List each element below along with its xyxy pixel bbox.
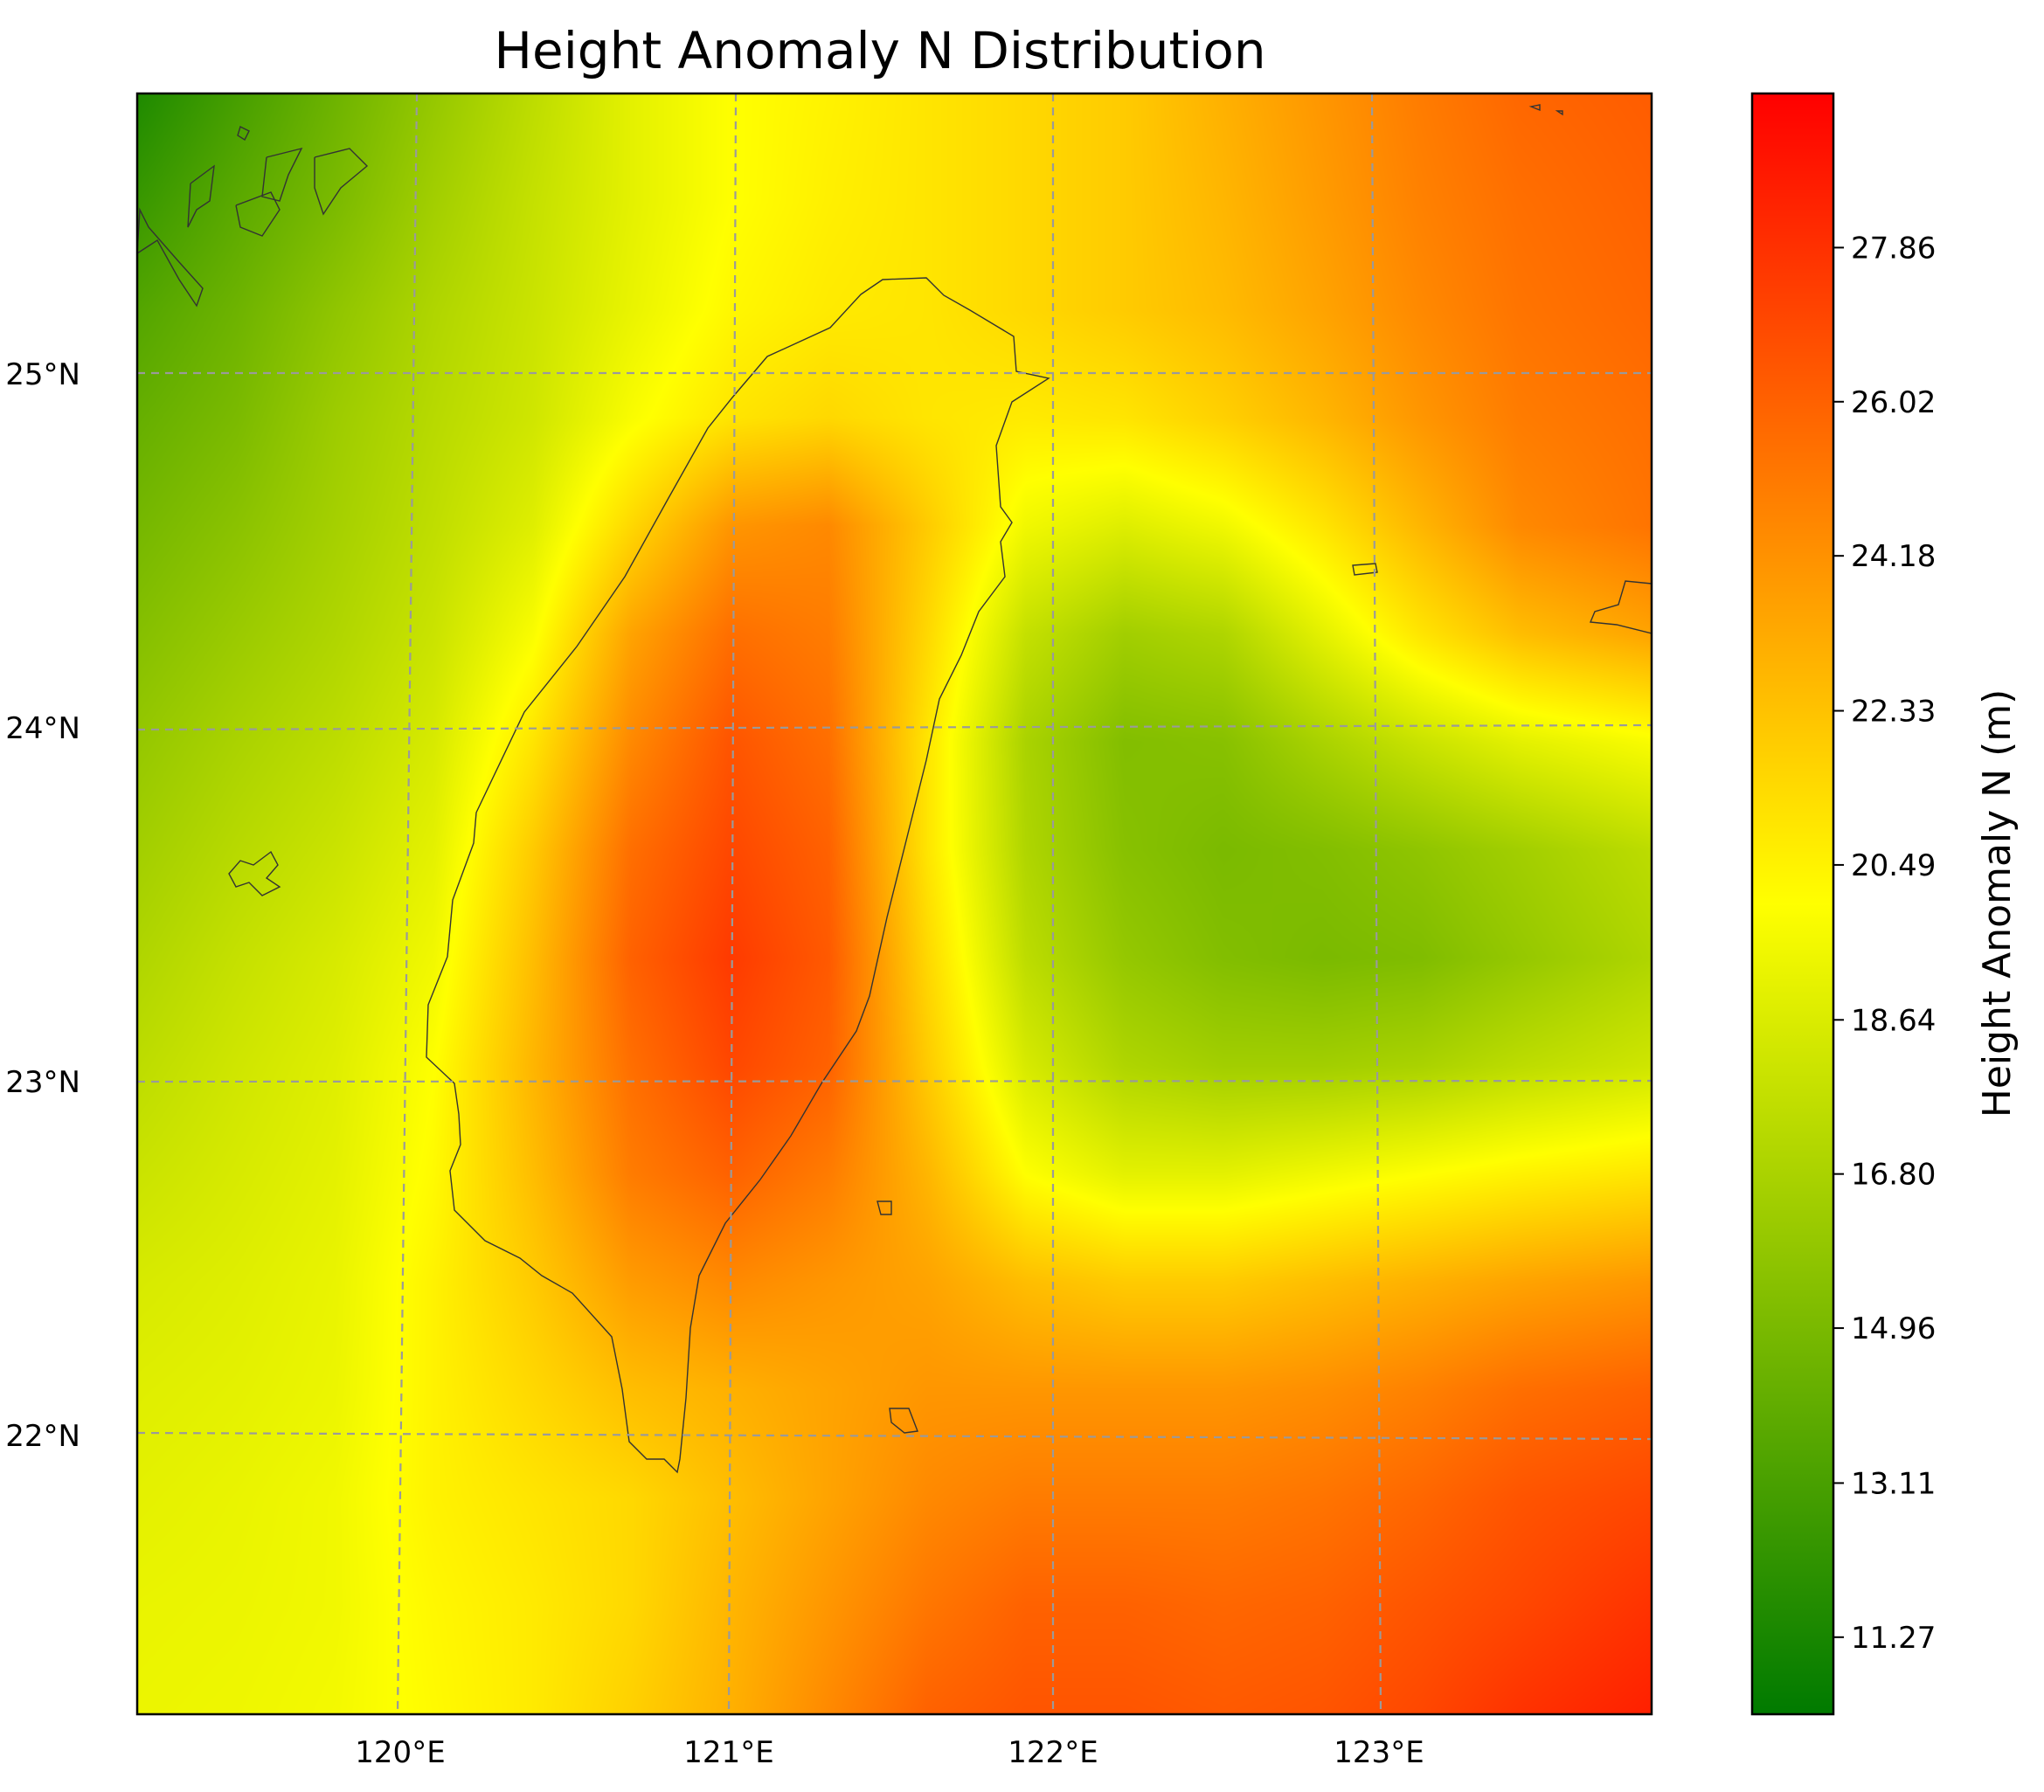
parallel-22 — [137, 1431, 1652, 1441]
lat-tick-labels: 25°N 24°N 23°N 22°N — [5, 357, 80, 1454]
lat-tick-25: 25°N — [5, 357, 80, 392]
colorbar-tick-label: 27.86 — [1851, 231, 1936, 266]
lat-tick-23: 23°N — [5, 1065, 80, 1100]
meridian-121 — [727, 93, 738, 1714]
parallel-23 — [137, 1079, 1652, 1083]
orchid-island — [889, 1408, 918, 1434]
coastlines — [137, 104, 1652, 1474]
green-island — [876, 1200, 892, 1215]
colorbar-tick-label: 20.49 — [1851, 848, 1936, 883]
colorbar-tick-label: 13.11 — [1851, 1466, 1936, 1501]
colorbar-tick-label: 24.18 — [1851, 539, 1936, 574]
colorbar-tick-label: 11.27 — [1851, 1621, 1936, 1656]
lon-tick-123: 123°E — [1334, 1735, 1424, 1770]
colorbar-tick-label: 22.33 — [1851, 695, 1936, 730]
colorbar: 11.27 13.11 14.96 16.80 18.64 20.49 22.33 24.18… — [1750, 92, 2020, 1716]
taiwan-coastline — [426, 277, 1050, 1474]
gridlines — [137, 93, 1652, 1714]
lat-tick-22: 22°N — [5, 1419, 80, 1454]
iriomote-coastline — [1589, 580, 1652, 634]
heatmap-container — [137, 93, 1652, 1714]
colorbar-tick-label: 14.96 — [1851, 1311, 1936, 1346]
colorbar-label: Height Anomaly N (m) — [1975, 689, 2020, 1118]
lon-tick-labels: 120°E 121°E 122°E 123°E — [355, 1735, 1424, 1770]
map-frame — [135, 92, 1653, 1716]
colorbar-ticks: 11.27 13.11 14.96 16.80 18.64 20.49 22.33 24.18… — [1833, 231, 1936, 1656]
chart-title: Height Anomaly N Distribution — [494, 21, 1265, 80]
parallel-24 — [137, 723, 1652, 731]
colorbar-gradient — [1750, 92, 1835, 1716]
senkaku-islands — [1528, 104, 1563, 116]
lon-tick-122: 122°E — [1008, 1735, 1098, 1770]
yonaguni-island — [1352, 563, 1378, 576]
penghu-islands — [228, 850, 281, 896]
china-coastline — [137, 126, 369, 308]
colorbar-tick-label: 18.64 — [1851, 1003, 1936, 1038]
lon-tick-120: 120°E — [355, 1735, 445, 1770]
map-area: 25°N 24°N 23°N 22°N 120°E 121°E 122°E 12… — [5, 92, 1653, 1770]
lon-tick-121: 121°E — [683, 1735, 773, 1770]
colorbar-tick-label: 26.02 — [1851, 385, 1936, 420]
meridian-120 — [396, 93, 419, 1714]
colorbar-tick-label: 16.80 — [1851, 1158, 1936, 1193]
lat-tick-24: 24°N — [5, 711, 80, 746]
meridian-123 — [1370, 93, 1382, 1714]
height-anomaly-heatmap — [137, 93, 1652, 1714]
